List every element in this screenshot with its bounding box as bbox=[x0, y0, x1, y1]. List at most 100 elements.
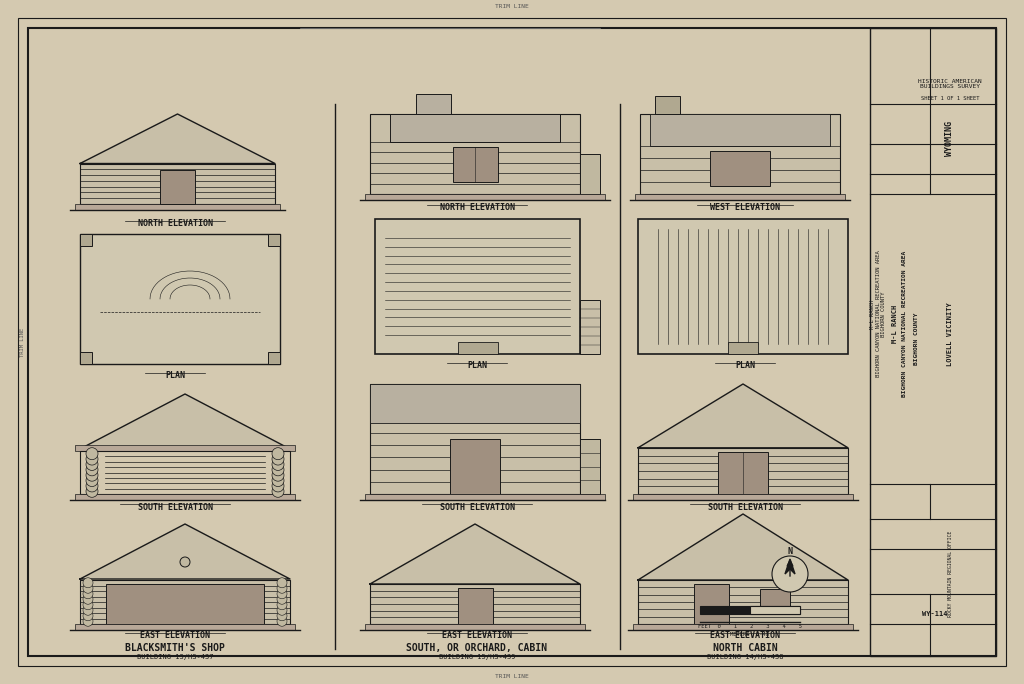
Bar bbox=[365, 494, 605, 500]
Text: EAST ELEVATION: EAST ELEVATION bbox=[442, 631, 512, 640]
Polygon shape bbox=[80, 114, 275, 163]
Bar bbox=[718, 452, 768, 494]
Circle shape bbox=[272, 480, 284, 492]
Text: WEST ELEVATION: WEST ELEVATION bbox=[710, 204, 780, 213]
Circle shape bbox=[272, 453, 284, 465]
Bar bbox=[390, 114, 560, 142]
Circle shape bbox=[278, 605, 287, 615]
Text: LOVELL VICINITY: LOVELL VICINITY bbox=[947, 302, 953, 366]
Text: BUILDING 15/HS-439: BUILDING 15/HS-439 bbox=[438, 654, 515, 660]
Polygon shape bbox=[638, 384, 848, 448]
Circle shape bbox=[83, 594, 93, 604]
Circle shape bbox=[86, 475, 98, 486]
Polygon shape bbox=[638, 514, 848, 580]
Text: NORTH CABIN: NORTH CABIN bbox=[713, 643, 777, 653]
Circle shape bbox=[272, 458, 284, 471]
Bar bbox=[700, 606, 800, 614]
Circle shape bbox=[83, 605, 93, 615]
Circle shape bbox=[278, 589, 287, 598]
Bar bbox=[655, 96, 680, 114]
Circle shape bbox=[86, 464, 98, 476]
Bar bbox=[710, 151, 770, 186]
Bar bbox=[450, 439, 500, 494]
Bar bbox=[365, 624, 585, 630]
Polygon shape bbox=[785, 559, 795, 574]
Bar bbox=[635, 194, 845, 200]
Text: SOUTH ELEVATION: SOUTH ELEVATION bbox=[137, 503, 213, 512]
Circle shape bbox=[180, 557, 190, 567]
Text: TRIM LINE: TRIM LINE bbox=[19, 328, 25, 356]
Bar bbox=[633, 494, 853, 500]
Text: N: N bbox=[787, 547, 793, 557]
Bar bbox=[453, 147, 498, 182]
Bar bbox=[580, 439, 600, 494]
Text: BIGHORN CANYON NATIONAL RECREATION AREA: BIGHORN CANYON NATIONAL RECREATION AREA bbox=[902, 251, 907, 397]
Circle shape bbox=[83, 578, 93, 588]
Text: EAST ELEVATION: EAST ELEVATION bbox=[140, 631, 210, 640]
Bar bbox=[268, 352, 280, 364]
Bar bbox=[694, 584, 729, 624]
Bar bbox=[416, 94, 451, 114]
Bar bbox=[370, 114, 580, 194]
Bar bbox=[633, 624, 853, 630]
Text: SOUTH, OR ORCHARD, CABIN: SOUTH, OR ORCHARD, CABIN bbox=[407, 643, 548, 653]
Text: SOUTH ELEVATION: SOUTH ELEVATION bbox=[439, 503, 514, 512]
Circle shape bbox=[86, 480, 98, 492]
Text: WYOMING: WYOMING bbox=[945, 122, 954, 157]
Bar bbox=[760, 589, 790, 611]
Circle shape bbox=[83, 589, 93, 598]
Bar bbox=[580, 300, 600, 354]
Bar bbox=[370, 384, 580, 494]
Bar bbox=[750, 606, 800, 614]
Bar bbox=[640, 114, 840, 194]
Polygon shape bbox=[80, 524, 290, 579]
Text: SHEET 1 OF 1 SHEET: SHEET 1 OF 1 SHEET bbox=[921, 96, 979, 101]
Polygon shape bbox=[80, 394, 290, 449]
Text: PLAN: PLAN bbox=[735, 362, 755, 371]
Text: METERS  1-48: METERS 1-48 bbox=[730, 631, 769, 637]
Bar bbox=[370, 584, 580, 624]
Text: EAST ELEVATION: EAST ELEVATION bbox=[710, 631, 780, 640]
Circle shape bbox=[272, 475, 284, 486]
Text: PLAN: PLAN bbox=[165, 371, 185, 380]
Text: M-L RANCH
BIGHORN CANYON NATIONAL RECREATION AREA
BIGHORN COUNTY: M-L RANCH BIGHORN CANYON NATIONAL RECREA… bbox=[869, 250, 887, 378]
Text: SOUTH ELEVATION: SOUTH ELEVATION bbox=[708, 503, 782, 512]
Circle shape bbox=[83, 600, 93, 609]
Bar bbox=[160, 170, 195, 204]
Circle shape bbox=[278, 578, 287, 588]
Circle shape bbox=[86, 453, 98, 465]
Bar bbox=[370, 384, 580, 423]
Bar bbox=[106, 584, 264, 624]
Circle shape bbox=[772, 556, 808, 592]
Text: WY-114: WY-114 bbox=[923, 611, 948, 617]
Text: PLAN: PLAN bbox=[467, 362, 487, 371]
Bar bbox=[75, 494, 295, 500]
Text: TRIM LINE: TRIM LINE bbox=[496, 3, 528, 8]
Bar bbox=[870, 28, 996, 656]
Circle shape bbox=[278, 611, 287, 621]
Bar bbox=[638, 219, 848, 354]
Bar bbox=[268, 234, 280, 246]
Text: BLACKSMITH'S SHOP: BLACKSMITH'S SHOP bbox=[125, 643, 225, 653]
Bar bbox=[80, 234, 280, 364]
Polygon shape bbox=[370, 524, 580, 584]
Bar bbox=[458, 588, 493, 624]
Bar bbox=[80, 451, 290, 494]
Bar bbox=[80, 352, 92, 364]
Bar bbox=[580, 154, 600, 194]
Text: HISTORIC AMERICAN
BUILDINGS SURVEY: HISTORIC AMERICAN BUILDINGS SURVEY bbox=[919, 79, 982, 90]
Bar bbox=[75, 624, 295, 630]
Circle shape bbox=[86, 448, 98, 460]
Circle shape bbox=[272, 486, 284, 497]
Circle shape bbox=[272, 448, 284, 460]
Circle shape bbox=[83, 616, 93, 627]
Text: M-L RANCH: M-L RANCH bbox=[892, 305, 898, 343]
Text: FEET  0    1    2    3    4    5: FEET 0 1 2 3 4 5 bbox=[698, 624, 802, 629]
Text: NORTH ELEVATION: NORTH ELEVATION bbox=[439, 204, 514, 213]
Circle shape bbox=[272, 464, 284, 476]
Bar bbox=[75, 204, 280, 210]
Text: TRIM LINE: TRIM LINE bbox=[496, 674, 528, 679]
Bar bbox=[458, 342, 498, 354]
Circle shape bbox=[278, 600, 287, 609]
Bar bbox=[638, 580, 848, 624]
